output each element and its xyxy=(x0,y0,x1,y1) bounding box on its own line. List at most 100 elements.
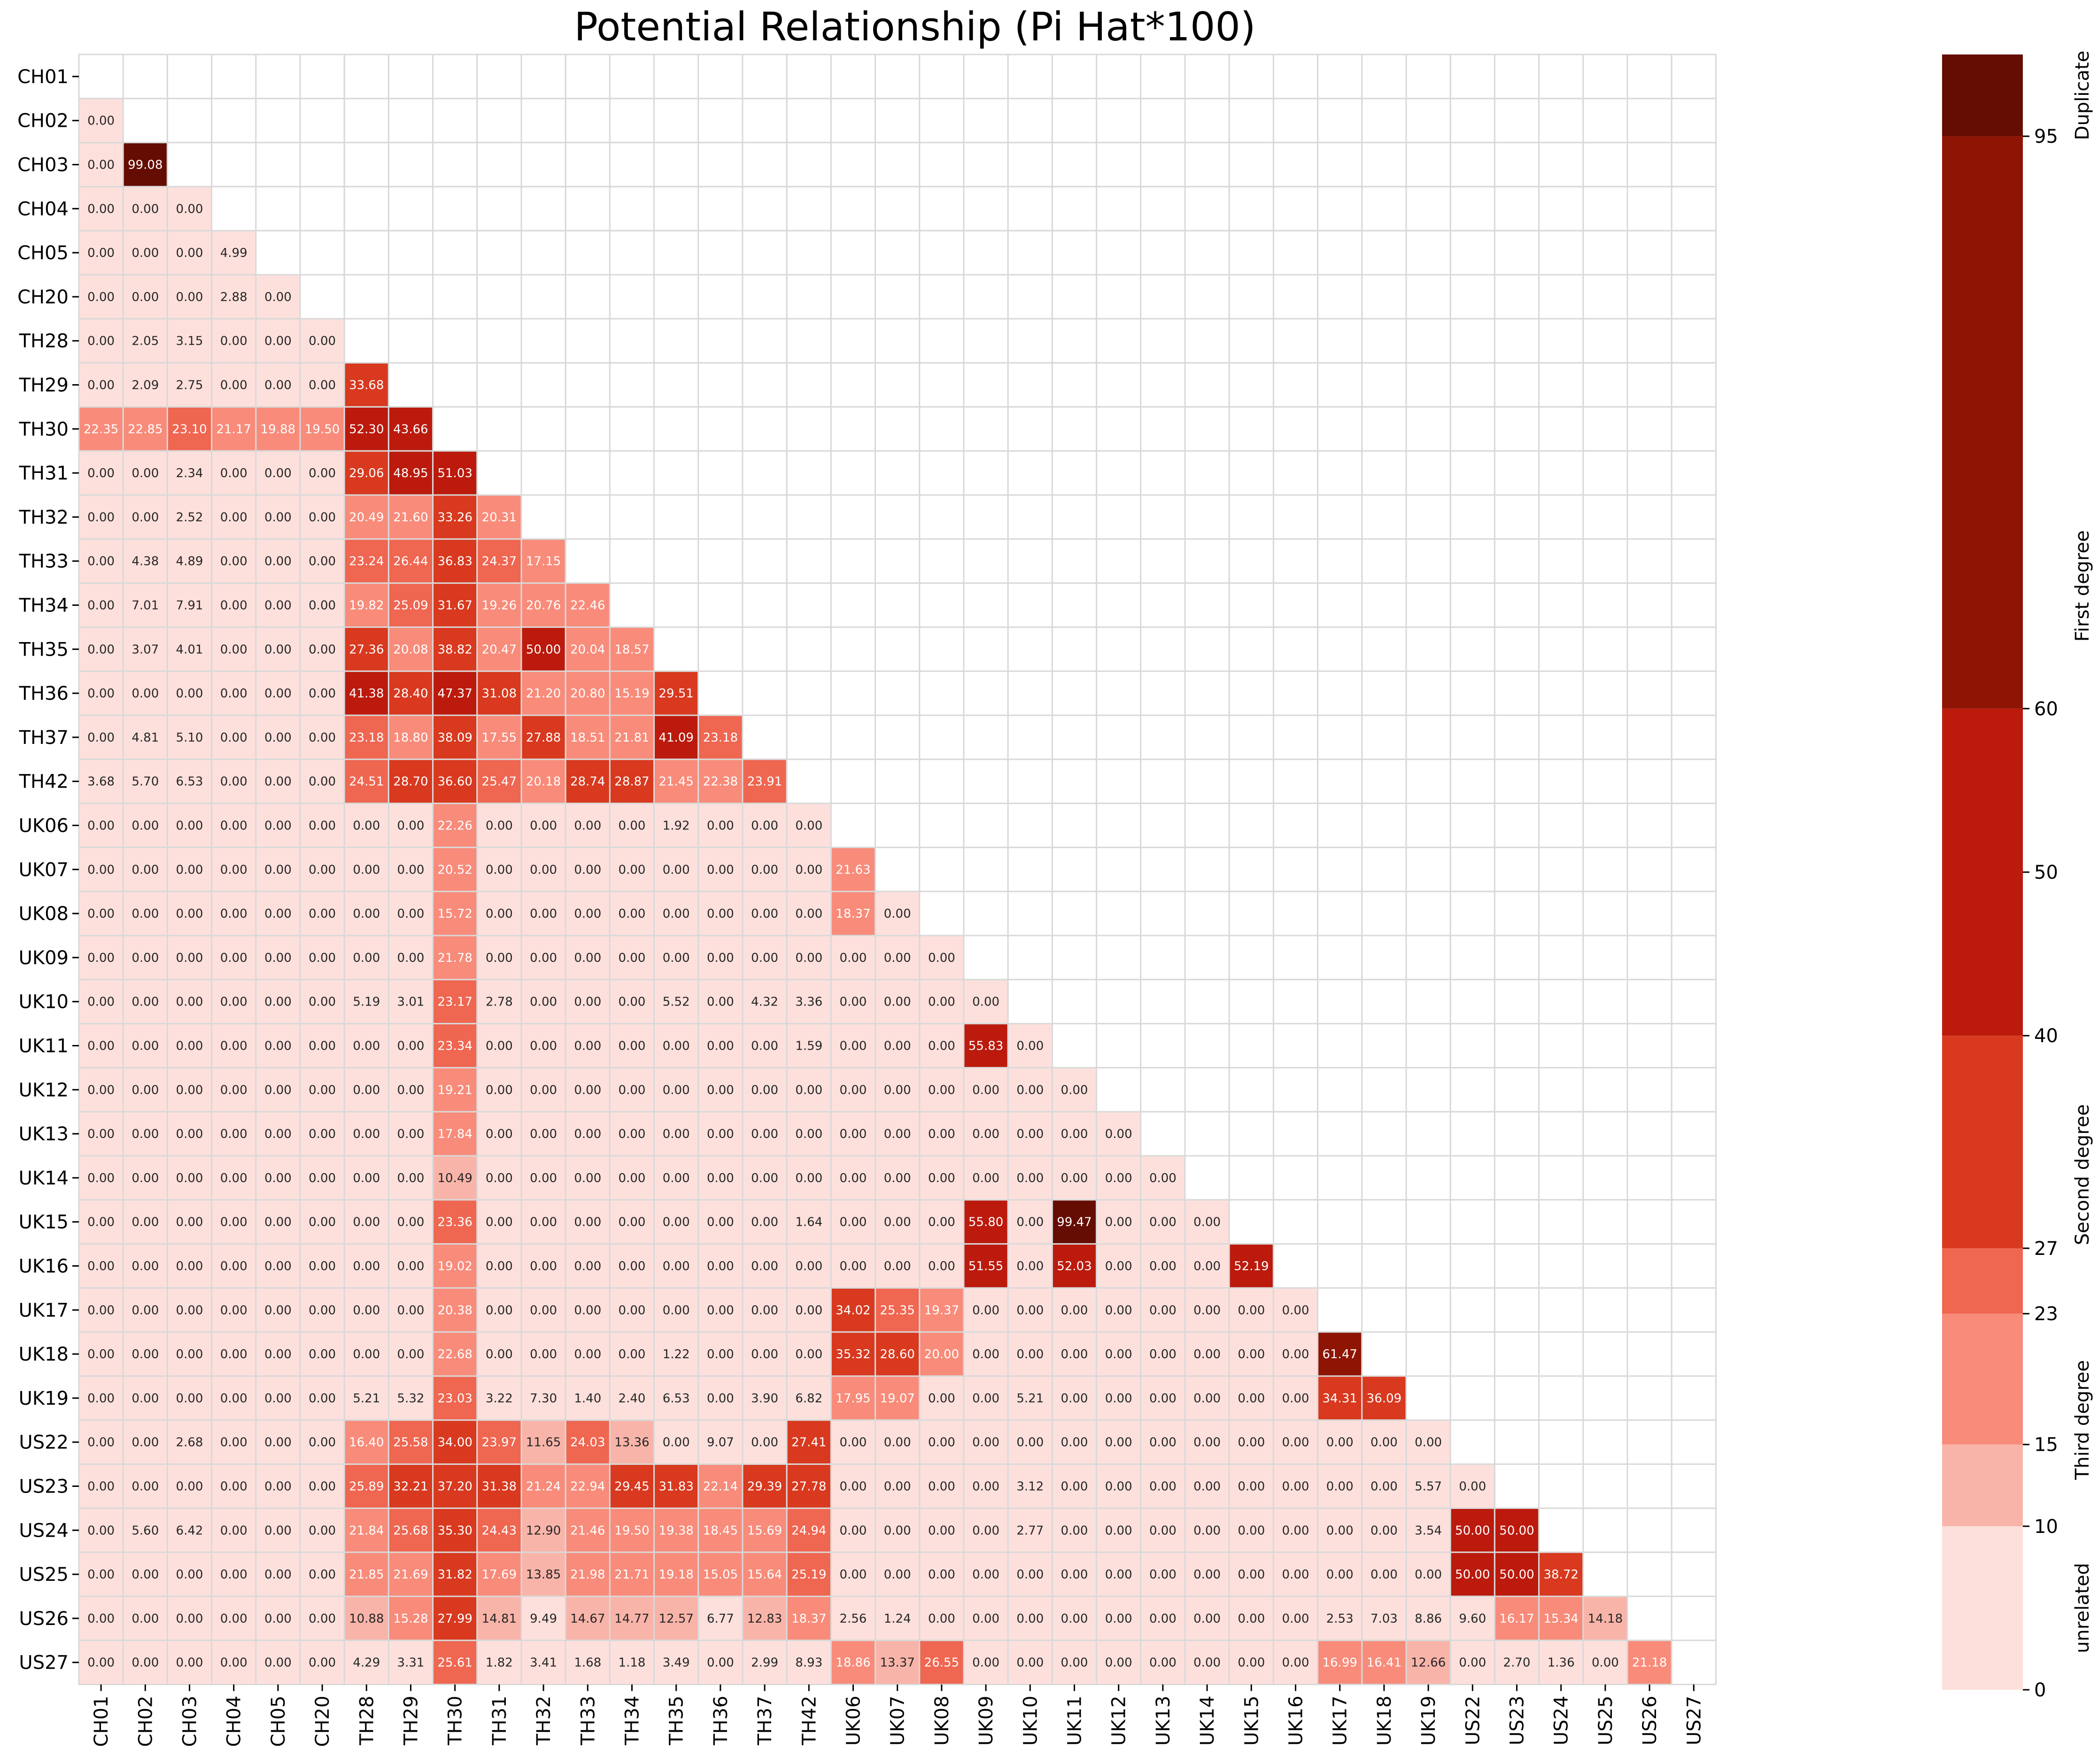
cell-value-label: 0.00 xyxy=(486,863,513,877)
cell-value-label: 0.00 xyxy=(663,1127,690,1141)
heatmap-cell xyxy=(565,1507,611,1553)
heatmap-cell xyxy=(1228,1287,1274,1333)
cell-value-label: 0.00 xyxy=(1105,1171,1132,1185)
cell-value-label: 6.53 xyxy=(663,1392,690,1406)
heatmap-cell xyxy=(609,1463,655,1509)
empty-cell xyxy=(432,362,478,408)
cell-value-label: 0.00 xyxy=(264,1392,292,1406)
empty-cell xyxy=(1671,1375,1717,1421)
empty-cell xyxy=(1007,450,1053,496)
cell-value-label: 0.00 xyxy=(1149,1171,1177,1185)
cell-value-label: 0.00 xyxy=(132,1039,159,1053)
cell-value-label: 0.00 xyxy=(928,1392,955,1406)
empty-cell xyxy=(653,274,699,320)
cell-value-label: 0.00 xyxy=(840,995,867,1009)
cell-value-label: 14.81 xyxy=(482,1612,517,1626)
y-tick-label: UK15 xyxy=(19,1212,69,1233)
empty-cell xyxy=(1184,626,1230,672)
heatmap-cell xyxy=(786,1331,832,1377)
cell-value-label: 0.00 xyxy=(663,1083,690,1097)
cell-value-label: 21.18 xyxy=(1632,1656,1667,1670)
heatmap-cell xyxy=(830,935,876,981)
cell-value-label: 19.26 xyxy=(482,599,517,613)
cell-value-label: 0.00 xyxy=(353,863,380,877)
empty-cell xyxy=(1626,1199,1672,1245)
cell-value-label: 0.00 xyxy=(309,819,336,833)
empty-cell xyxy=(1361,54,1407,100)
cell-value-label: 0.00 xyxy=(220,1612,248,1626)
empty-cell xyxy=(1671,758,1717,805)
cell-value-label: 6.42 xyxy=(176,1524,203,1538)
heatmap-cell xyxy=(742,1287,788,1333)
empty-cell xyxy=(1494,979,1540,1025)
heatmap-cell xyxy=(1007,1199,1053,1245)
empty-cell xyxy=(1671,1419,1717,1465)
empty-cell xyxy=(1538,362,1584,408)
empty-cell xyxy=(963,582,1009,628)
cell-value-label: 28.87 xyxy=(614,775,649,789)
cell-value-label: 24.37 xyxy=(482,555,517,569)
empty-cell xyxy=(1272,803,1319,848)
empty-cell xyxy=(1671,1023,1717,1068)
empty-cell xyxy=(1272,318,1319,364)
empty-cell xyxy=(963,803,1009,848)
empty-cell xyxy=(1007,714,1053,760)
cell-value-label: 0.00 xyxy=(176,1171,203,1185)
empty-cell xyxy=(1361,670,1407,716)
cell-value-label: 23.24 xyxy=(349,555,384,569)
heatmap-cell xyxy=(1272,1287,1319,1333)
empty-cell xyxy=(520,230,566,276)
cell-value-label: 16.41 xyxy=(1367,1656,1401,1670)
cell-value-label: 29.51 xyxy=(658,687,693,701)
cell-value-label: 0.00 xyxy=(220,775,248,789)
cell-value-label: 31.38 xyxy=(482,1480,517,1494)
cell-value-label: 0.00 xyxy=(220,1039,248,1053)
cell-value-label: 0.00 xyxy=(1105,1568,1132,1582)
cell-value-label: 0.00 xyxy=(1238,1612,1265,1626)
y-tick-label: TH32 xyxy=(19,507,69,528)
cell-value-label: 22.35 xyxy=(84,422,118,436)
heatmap-cell xyxy=(742,979,788,1025)
heatmap-cell xyxy=(786,803,832,848)
empty-cell xyxy=(830,670,876,716)
heatmap-cell xyxy=(78,538,124,584)
empty-cell xyxy=(1272,935,1319,981)
empty-cell xyxy=(1494,494,1540,540)
cell-value-label: 0.00 xyxy=(264,951,292,965)
cell-value-label: 2.99 xyxy=(751,1656,778,1670)
cell-value-label: 0.00 xyxy=(132,1171,159,1185)
empty-cell xyxy=(1671,935,1717,981)
cell-value-label: 0.00 xyxy=(840,1083,867,1097)
empty-cell xyxy=(1538,1507,1584,1553)
empty-cell xyxy=(1007,670,1053,716)
empty-cell xyxy=(875,803,921,848)
empty-cell xyxy=(1228,846,1274,892)
cell-value-label: 0.00 xyxy=(87,1436,115,1450)
cell-value-label: 21.63 xyxy=(836,863,870,877)
cell-value-label: 0.00 xyxy=(1370,1568,1398,1582)
heatmap-cell xyxy=(78,1023,124,1068)
cell-value-label: 31.08 xyxy=(482,687,517,701)
cell-value-label: 0.00 xyxy=(220,1260,248,1274)
empty-cell xyxy=(1582,142,1628,187)
colorbar-tick-label: 10 xyxy=(2034,1516,2058,1538)
empty-cell xyxy=(830,54,876,100)
heatmap-cell xyxy=(166,1287,213,1333)
cell-value-label: 0.00 xyxy=(87,907,115,921)
empty-cell xyxy=(1272,450,1319,496)
cell-value-label: 0.00 xyxy=(220,1215,248,1230)
heatmap-cell xyxy=(1317,1551,1363,1597)
empty-cell xyxy=(697,54,743,100)
empty-cell xyxy=(1494,98,1540,144)
cell-value-label: 0.00 xyxy=(397,1347,425,1362)
empty-cell xyxy=(830,230,876,276)
empty-cell xyxy=(1582,318,1628,364)
cell-value-label: 0.00 xyxy=(220,1524,248,1538)
empty-cell xyxy=(1228,450,1274,496)
cell-value-label: 0.00 xyxy=(1326,1568,1354,1582)
empty-cell xyxy=(1405,758,1451,805)
cell-value-label: 0.00 xyxy=(1016,1083,1044,1097)
cell-value-label: 20.04 xyxy=(570,642,605,657)
cell-value-label: 0.00 xyxy=(795,1083,822,1097)
y-tick-label: UK13 xyxy=(19,1123,69,1145)
